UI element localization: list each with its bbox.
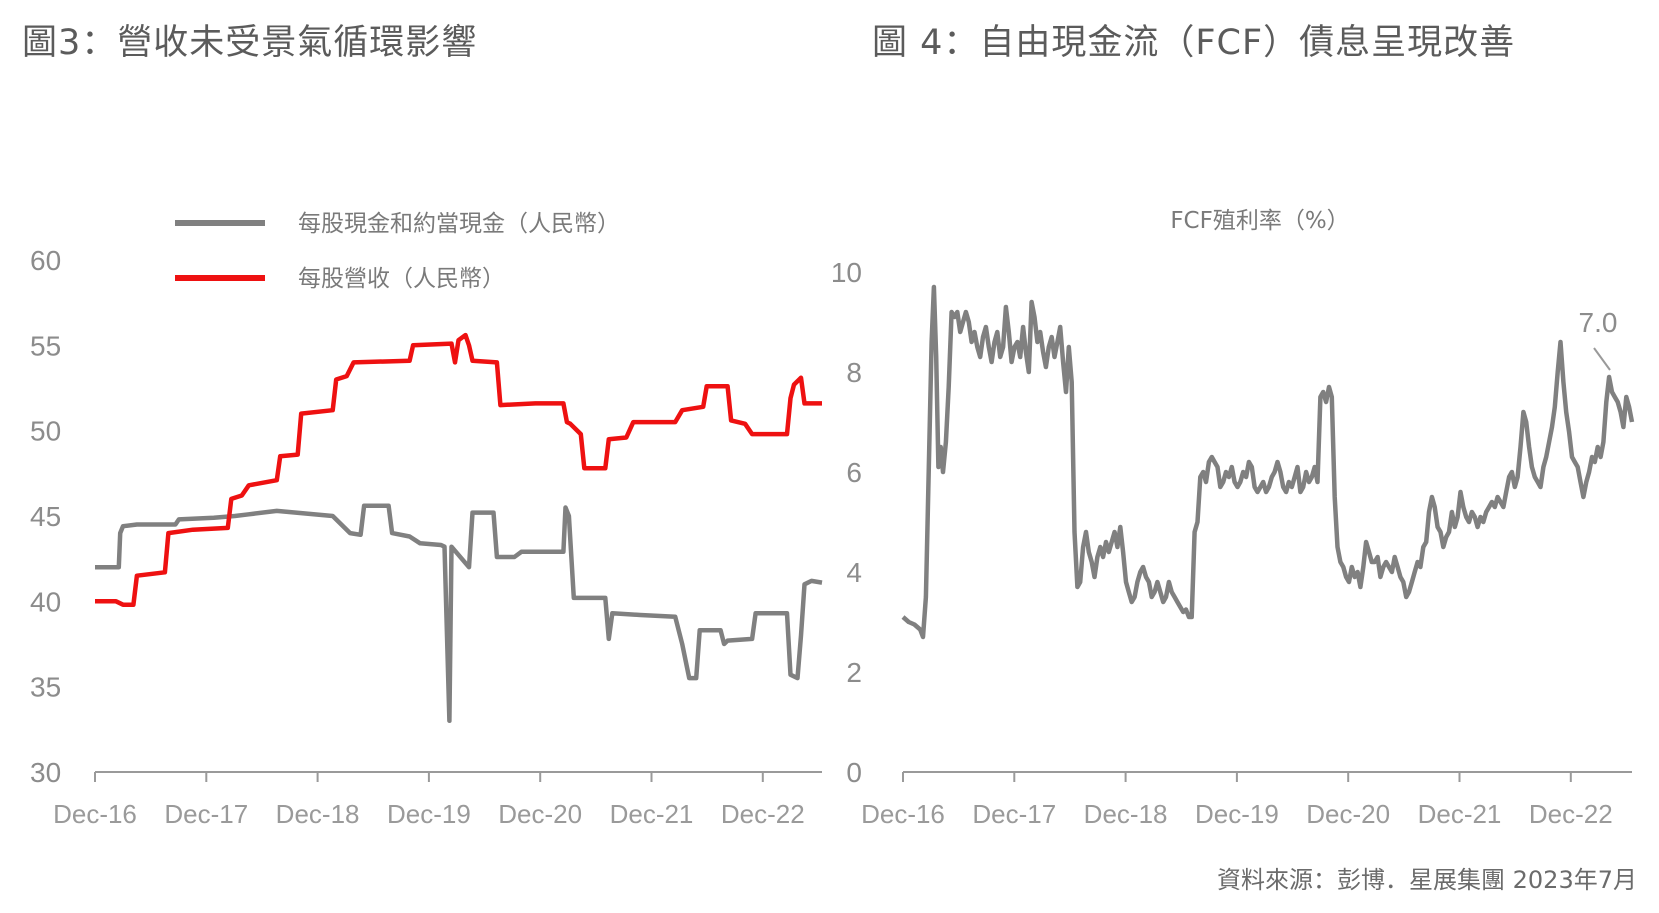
x-tick-label: Dec-18	[276, 799, 360, 829]
x-tick-label: Dec-21	[610, 799, 694, 829]
chart4-title: 圖 4：自由現金流（FCF）債息呈現改善	[872, 23, 1516, 63]
annotation-label: 7.0	[1579, 307, 1618, 338]
x-tick-label: Dec-16	[53, 799, 137, 829]
y-tick-label: 55	[30, 330, 61, 361]
series-line-1-2	[95, 332, 822, 607]
x-tick-label: Dec-20	[498, 799, 582, 829]
y-tick-label: 4	[846, 557, 862, 588]
y-tick-label: 10	[831, 257, 862, 288]
x-tick-label: Dec-17	[972, 799, 1056, 829]
y-tick-label: 2	[846, 657, 862, 688]
y-tick-label: 35	[30, 672, 61, 703]
legend-label: FCF殖利率（%）	[1170, 208, 1349, 234]
annotation-leader	[1593, 347, 1611, 371]
y-tick-label: 50	[30, 416, 61, 447]
y-tick-label: 60	[30, 245, 61, 276]
y-tick-label: 0	[846, 757, 862, 788]
x-tick-label: Dec-22	[1529, 799, 1613, 829]
x-tick-label: Dec-17	[164, 799, 248, 829]
x-tick-label: Dec-21	[1418, 799, 1502, 829]
y-tick-label: 8	[846, 357, 862, 388]
x-tick-label: Dec-18	[1084, 799, 1168, 829]
x-tick-label: Dec-20	[1306, 799, 1390, 829]
series-line-2-1	[901, 284, 1635, 640]
chart3-title: 圖3：營收未受景氣循環影響	[22, 23, 478, 63]
x-tick-label: Dec-19	[1195, 799, 1279, 829]
x-tick-label: Dec-16	[861, 799, 945, 829]
legend-label: 每股營收（人民幣）	[298, 266, 505, 292]
x-tick-label: Dec-19	[387, 799, 471, 829]
y-tick-label: 45	[30, 501, 61, 532]
y-tick-label: 6	[846, 457, 862, 488]
y-tick-label: 30	[30, 757, 61, 788]
y-tick-label: 40	[30, 586, 61, 617]
source-note: 資料來源：彭博．星展集團 2023年7月	[1217, 866, 1637, 894]
legend-label: 每股現金和約當現金（人民幣）	[298, 211, 620, 237]
x-tick-label: Dec-22	[721, 799, 805, 829]
series-line-1-1	[95, 503, 823, 724]
